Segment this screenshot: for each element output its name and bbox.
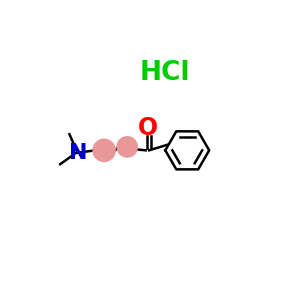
Text: HCl: HCl [140, 60, 190, 86]
Text: O: O [138, 116, 158, 140]
Text: N: N [69, 143, 88, 163]
Circle shape [93, 139, 115, 161]
Circle shape [117, 137, 137, 157]
